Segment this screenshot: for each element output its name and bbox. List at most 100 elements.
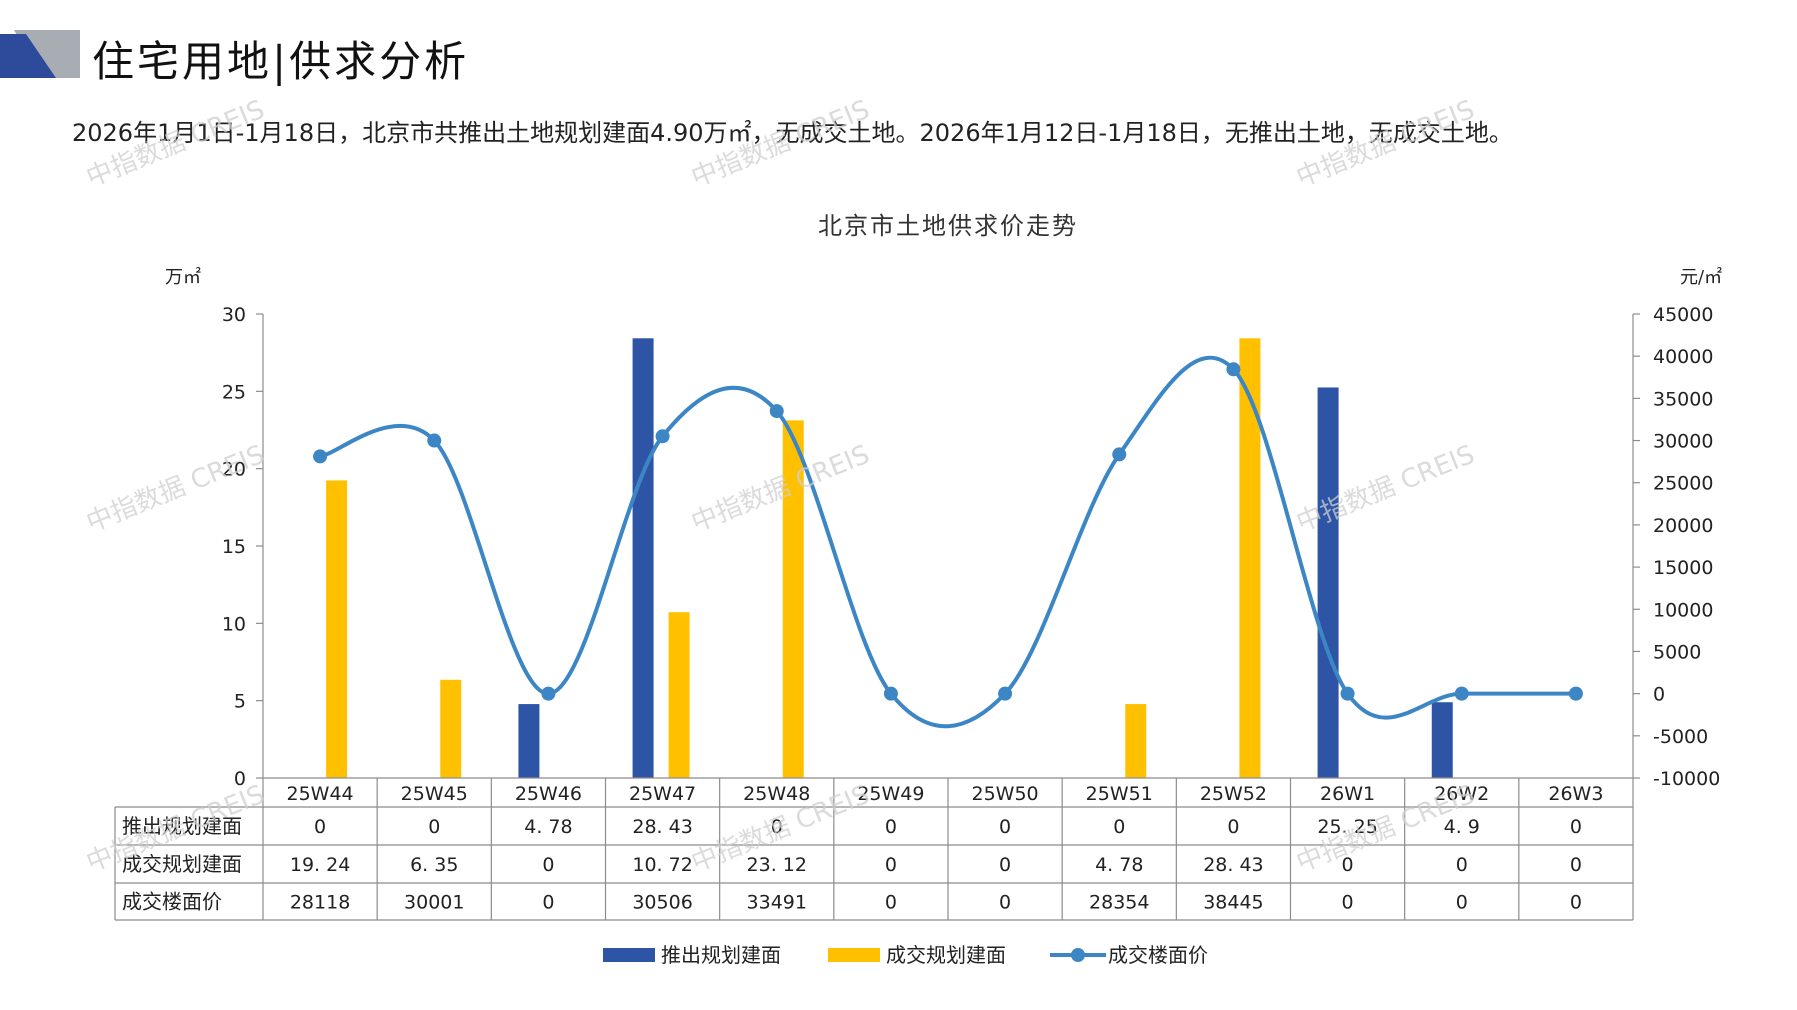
bar-deal-area [1125,704,1147,778]
point-deal-price [1226,362,1241,377]
left-tick-label: 15 [222,536,246,558]
point-deal-price [655,429,670,444]
chart-title: 北京市土地供求价走势 [818,212,1078,240]
right-tick-label: 0 [1653,684,1665,706]
point-deal-price [769,404,784,419]
table-cell: 0 [771,816,783,838]
right-tick-label: -5000 [1653,726,1708,748]
table-cell: 0 [1570,854,1582,876]
right-tick-label: -10000 [1653,768,1720,790]
point-deal-price [1454,686,1469,701]
table-category-label: 25W47 [629,783,696,805]
bar-supply [632,338,654,778]
table-cell: 0 [885,816,897,838]
table-cell: 4. 78 [524,816,572,838]
legend-swatch [603,948,655,962]
table-category-label: 25W50 [972,783,1039,805]
table-category-label: 25W52 [1200,783,1267,805]
right-axis-unit: 元/㎡ [1680,266,1722,288]
table-cell: 0 [542,892,554,914]
table-cell: 0 [885,892,897,914]
bar-deal-area [782,420,804,778]
table-category-label: 25W51 [1086,783,1153,805]
table-cell: 28. 43 [632,816,692,838]
table-category-label: 26W3 [1548,783,1603,805]
table-category-label: 25W48 [743,783,810,805]
right-tick-label: 40000 [1653,346,1713,368]
table-category-label: 25W44 [287,783,354,805]
left-tick-label: 5 [234,691,246,713]
table-cell: 0 [999,892,1011,914]
table-cell: 28118 [290,892,350,914]
point-deal-price [1568,686,1583,701]
legend-marker [1071,948,1085,962]
left-tick-label: 20 [222,459,246,481]
right-tick-label: 15000 [1653,557,1713,579]
table-cell: 30506 [632,892,692,914]
left-tick-label: 0 [234,768,246,790]
bar-deal-area [1239,338,1261,778]
table-cell: 0 [999,816,1011,838]
table-cell: 33491 [747,892,807,914]
table-cell: 28354 [1089,892,1149,914]
right-tick-label: 20000 [1653,515,1713,537]
table-cell: 0 [1570,816,1582,838]
page-header: 住宅用地|供求分析 [0,18,1797,88]
table-cell: 0 [885,854,897,876]
legend-label: 成交楼面价 [1108,943,1208,967]
summary-text: 2026年1月1日-1月18日，北京市共推出土地规划建面4.90万㎡，无成交土地… [72,119,1513,147]
table-cell: 0 [428,816,440,838]
right-tick-label: 30000 [1653,431,1713,453]
line-deal-price [319,355,1576,729]
point-deal-price [313,449,328,464]
table-cell: 0 [999,854,1011,876]
table-cell: 4. 78 [1095,854,1143,876]
table-row-header: 成交规划建面 [122,852,242,876]
legend-label: 成交规划建面 [886,943,1006,967]
table-cell: 0 [1113,816,1125,838]
left-tick-label: 25 [222,381,246,403]
table-cell: 0 [542,854,554,876]
right-tick-label: 25000 [1653,473,1713,495]
table-cell: 30001 [404,892,464,914]
table-cell: 10. 72 [632,854,692,876]
table-cell: 19. 24 [290,854,350,876]
table-cell: 0 [1570,892,1582,914]
right-tick-label: 5000 [1653,641,1701,663]
table-category-label: 26W1 [1320,783,1375,805]
bar-supply [518,704,540,778]
table-category-label: 25W49 [857,783,924,805]
point-deal-price [883,686,898,701]
point-deal-price [541,686,556,701]
bar-supply [1431,702,1453,778]
bar-deal-area [326,480,348,778]
table-cell: 0 [1227,816,1239,838]
table-cell: 38445 [1203,892,1263,914]
bar-supply [1317,387,1339,778]
point-deal-price [1340,686,1355,701]
legend-swatch [828,948,880,962]
bar-deal-area [440,679,462,778]
table-category-label: 25W46 [515,783,582,805]
table-row-header: 推出规划建面 [122,814,242,838]
left-tick-label: 10 [222,613,246,635]
point-deal-price [1112,447,1127,462]
bar-deal-area [668,612,690,778]
right-tick-label: 10000 [1653,599,1713,621]
page-title: 住宅用地|供求分析 [92,37,470,86]
table-cell: 0 [1456,892,1468,914]
table-category-label: 26W2 [1434,783,1489,805]
table-cell: 4. 9 [1444,816,1480,838]
left-axis-unit: 万㎡ [165,266,201,288]
logo-icon [0,30,80,78]
legend-label: 推出规划建面 [661,943,781,967]
point-deal-price [998,686,1013,701]
right-tick-label: 35000 [1653,388,1713,410]
table-cell: 0 [314,816,326,838]
point-deal-price [427,433,442,448]
right-tick-label: 45000 [1653,304,1713,326]
table-cell: 6. 35 [410,854,458,876]
table-cell: 0 [1456,854,1468,876]
table-cell: 28. 43 [1203,854,1263,876]
